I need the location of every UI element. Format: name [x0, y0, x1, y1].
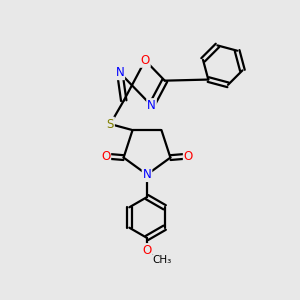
Text: N: N: [147, 99, 156, 112]
Text: N: N: [142, 168, 152, 181]
Text: O: O: [142, 244, 152, 257]
Text: S: S: [106, 118, 114, 130]
Text: O: O: [184, 150, 193, 163]
Text: CH₃: CH₃: [152, 255, 172, 266]
Text: O: O: [140, 54, 150, 67]
Text: O: O: [101, 150, 110, 163]
Text: N: N: [116, 66, 124, 79]
